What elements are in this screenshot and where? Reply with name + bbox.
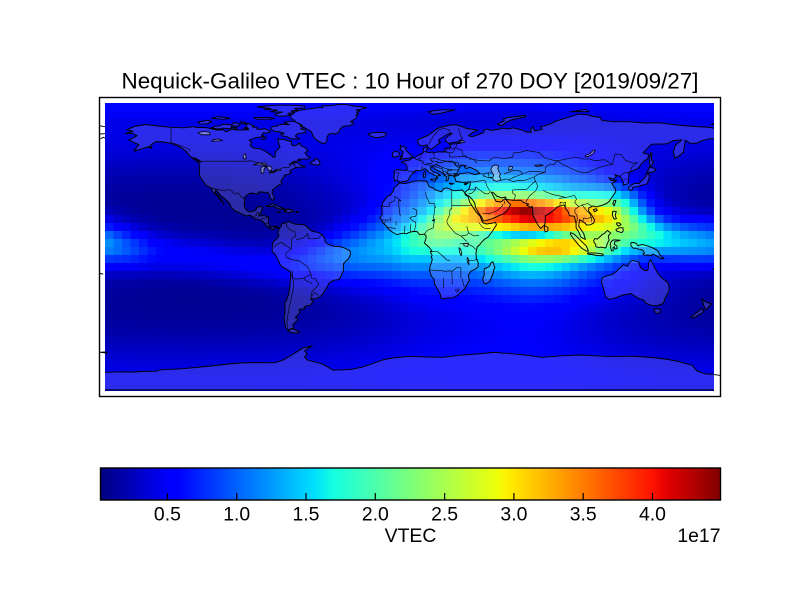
svg-text:VTEC: VTEC <box>385 525 437 547</box>
svg-text:2.0: 2.0 <box>362 504 389 526</box>
svg-text:3.0: 3.0 <box>500 504 527 526</box>
svg-text:1.0: 1.0 <box>223 504 250 526</box>
svg-text:Nequick-Galileo VTEC : 10 Hour: Nequick-Galileo VTEC : 10 Hour of 270 DO… <box>122 69 699 94</box>
svg-text:4.0: 4.0 <box>639 504 666 526</box>
svg-text:1e17: 1e17 <box>677 525 720 547</box>
svg-text:2.5: 2.5 <box>431 504 458 526</box>
svg-text:1.5: 1.5 <box>293 504 320 526</box>
svg-text:3.5: 3.5 <box>570 504 597 526</box>
svg-text:0.5: 0.5 <box>154 504 181 526</box>
